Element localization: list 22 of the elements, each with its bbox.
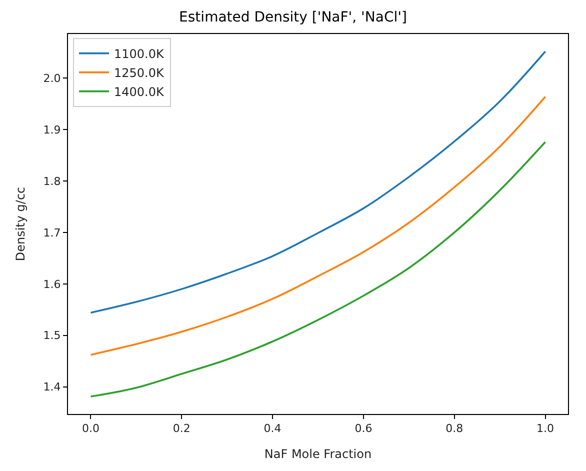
y-tick-label: 1.5 bbox=[43, 329, 61, 342]
x-tick-label: 0.8 bbox=[446, 422, 464, 436]
y-tick-label: 1.7 bbox=[43, 226, 61, 240]
legend-label: 1100.0K bbox=[114, 46, 165, 61]
legend-label: 1400.0K bbox=[114, 84, 165, 99]
y-axis-title: Density g/cc bbox=[14, 186, 28, 262]
y-tick-label: 1.4 bbox=[43, 380, 61, 394]
x-tick-label: 0.2 bbox=[172, 422, 190, 436]
legend-label: 1250.0K bbox=[114, 66, 165, 80]
y-tick-label: 2.0 bbox=[43, 72, 61, 86]
y-tick-label: 1.9 bbox=[43, 123, 61, 136]
y-tick-label: 1.8 bbox=[43, 174, 61, 188]
line-series bbox=[90, 96, 546, 356]
x-axis-title: NaF Mole Fraction bbox=[264, 447, 372, 462]
line-series bbox=[90, 141, 546, 398]
y-tick-label: 1.6 bbox=[43, 278, 61, 291]
line-series bbox=[90, 50, 546, 314]
x-tick-label: 0.6 bbox=[354, 422, 372, 436]
x-tick-label: 0.4 bbox=[264, 422, 282, 436]
x-tick-label: 1.0 bbox=[536, 422, 554, 436]
x-tick-label: 0.0 bbox=[82, 422, 100, 436]
chart-title: Estimated Density ['NaF', 'NaCl'] bbox=[179, 10, 407, 26]
